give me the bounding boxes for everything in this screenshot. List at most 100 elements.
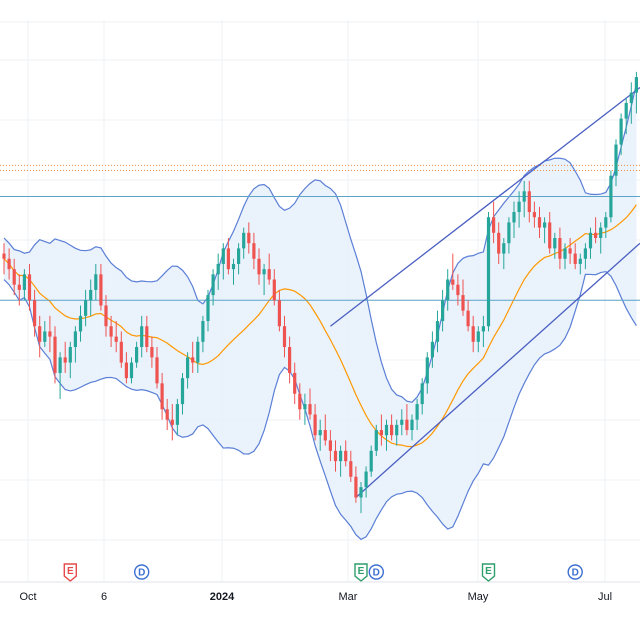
candle-body — [537, 217, 542, 228]
candle-body — [553, 238, 557, 249]
candle-body — [94, 274, 98, 290]
candle-body — [68, 347, 72, 363]
candle-body — [359, 487, 363, 498]
candle-body — [257, 258, 261, 275]
candle-body — [451, 279, 455, 285]
candle-body — [492, 217, 496, 233]
candle-body — [17, 284, 21, 290]
dividend-badge-icon — [133, 564, 150, 580]
candle-body — [145, 326, 149, 347]
candle-body — [323, 430, 327, 441]
candle-body — [384, 424, 389, 436]
candle-body — [221, 248, 225, 264]
candle-body — [344, 450, 348, 462]
candle-body — [502, 243, 506, 254]
candle-body — [594, 232, 598, 238]
candles-layer — [2, 71, 638, 514]
candle-body — [22, 274, 26, 290]
candle-body — [629, 92, 633, 104]
earnings-marker: E — [481, 563, 496, 582]
candle-body — [624, 103, 628, 119]
candle-body — [277, 300, 281, 327]
earnings-marker: E — [63, 563, 77, 582]
candle-body — [150, 347, 154, 358]
candle-body — [155, 357, 159, 384]
candle-body — [114, 336, 118, 342]
candle-body — [2, 253, 6, 259]
candle-body — [267, 269, 271, 280]
candle-body — [211, 274, 215, 296]
candle-body — [124, 362, 128, 379]
candle-body — [298, 393, 302, 410]
candle-body — [140, 326, 144, 347]
candle-body — [379, 430, 383, 436]
candle-body — [400, 419, 404, 425]
candle-body — [339, 450, 343, 462]
x-tick-label: 2024 — [210, 591, 235, 603]
candle-body — [568, 248, 572, 254]
candle-body — [175, 404, 179, 425]
candle-body — [160, 383, 164, 410]
earnings-badge-icon — [354, 563, 368, 582]
candle-body — [430, 341, 434, 358]
x-tick-label: Jul — [598, 591, 612, 603]
x-tick-label: Mar — [339, 591, 358, 603]
candle-body — [532, 212, 536, 218]
earnings-marker: E — [354, 563, 368, 582]
earnings-badge-icon — [481, 563, 496, 582]
candle-body — [425, 357, 429, 384]
candle-body — [578, 258, 582, 264]
x-axis: Oct 6 2024 Mar May Jul — [0, 581, 640, 603]
candle-body — [226, 248, 230, 270]
candle-body — [543, 222, 547, 228]
candle-body — [522, 191, 526, 202]
candle-body — [374, 430, 378, 451]
candle-body — [471, 326, 475, 342]
candle-body — [476, 331, 480, 342]
candle-body — [170, 419, 174, 425]
bollinger-band-fill — [4, 83, 637, 540]
candle-body — [109, 326, 113, 337]
bollinger-upper-line — [3, 83, 637, 403]
dividend-badge-icon — [567, 564, 583, 580]
candle-body — [58, 357, 62, 373]
dividend-marker: D — [567, 564, 583, 580]
bollinger-band-layer — [3, 83, 637, 541]
earnings-badge-label: E — [485, 566, 492, 577]
trend-channel-layer — [330, 86, 640, 499]
candle-body — [293, 372, 297, 394]
candle-body — [604, 217, 608, 228]
candle-body — [563, 248, 567, 259]
candle-body — [282, 326, 287, 347]
candle-body — [104, 305, 108, 327]
trend-channel-upper — [330, 86, 640, 327]
candle-body — [435, 321, 440, 342]
candle-body — [599, 227, 603, 238]
candle-body — [288, 347, 292, 373]
candle-body — [573, 253, 577, 264]
candle-body — [180, 378, 185, 405]
candle-body — [247, 232, 251, 244]
candle-body — [609, 175, 613, 218]
candle-body — [369, 450, 373, 472]
candle-body — [84, 300, 88, 316]
horizontal-lines-layer — [0, 164, 640, 301]
candle-body — [512, 212, 516, 223]
candle-body — [201, 321, 205, 342]
candle-body — [481, 326, 485, 332]
candle-body — [456, 284, 460, 296]
candle-body — [548, 222, 552, 249]
candle-body — [364, 471, 368, 488]
dividend-marker: D — [133, 564, 150, 580]
candle-body — [390, 424, 394, 436]
candle-body — [441, 300, 445, 322]
candle-body — [308, 404, 312, 415]
candle-body — [43, 331, 47, 342]
candle-body — [466, 310, 470, 327]
earnings-badge-label: E — [67, 566, 74, 577]
candle-body — [497, 232, 501, 254]
candle-body — [303, 404, 307, 410]
candle-body — [405, 419, 409, 431]
